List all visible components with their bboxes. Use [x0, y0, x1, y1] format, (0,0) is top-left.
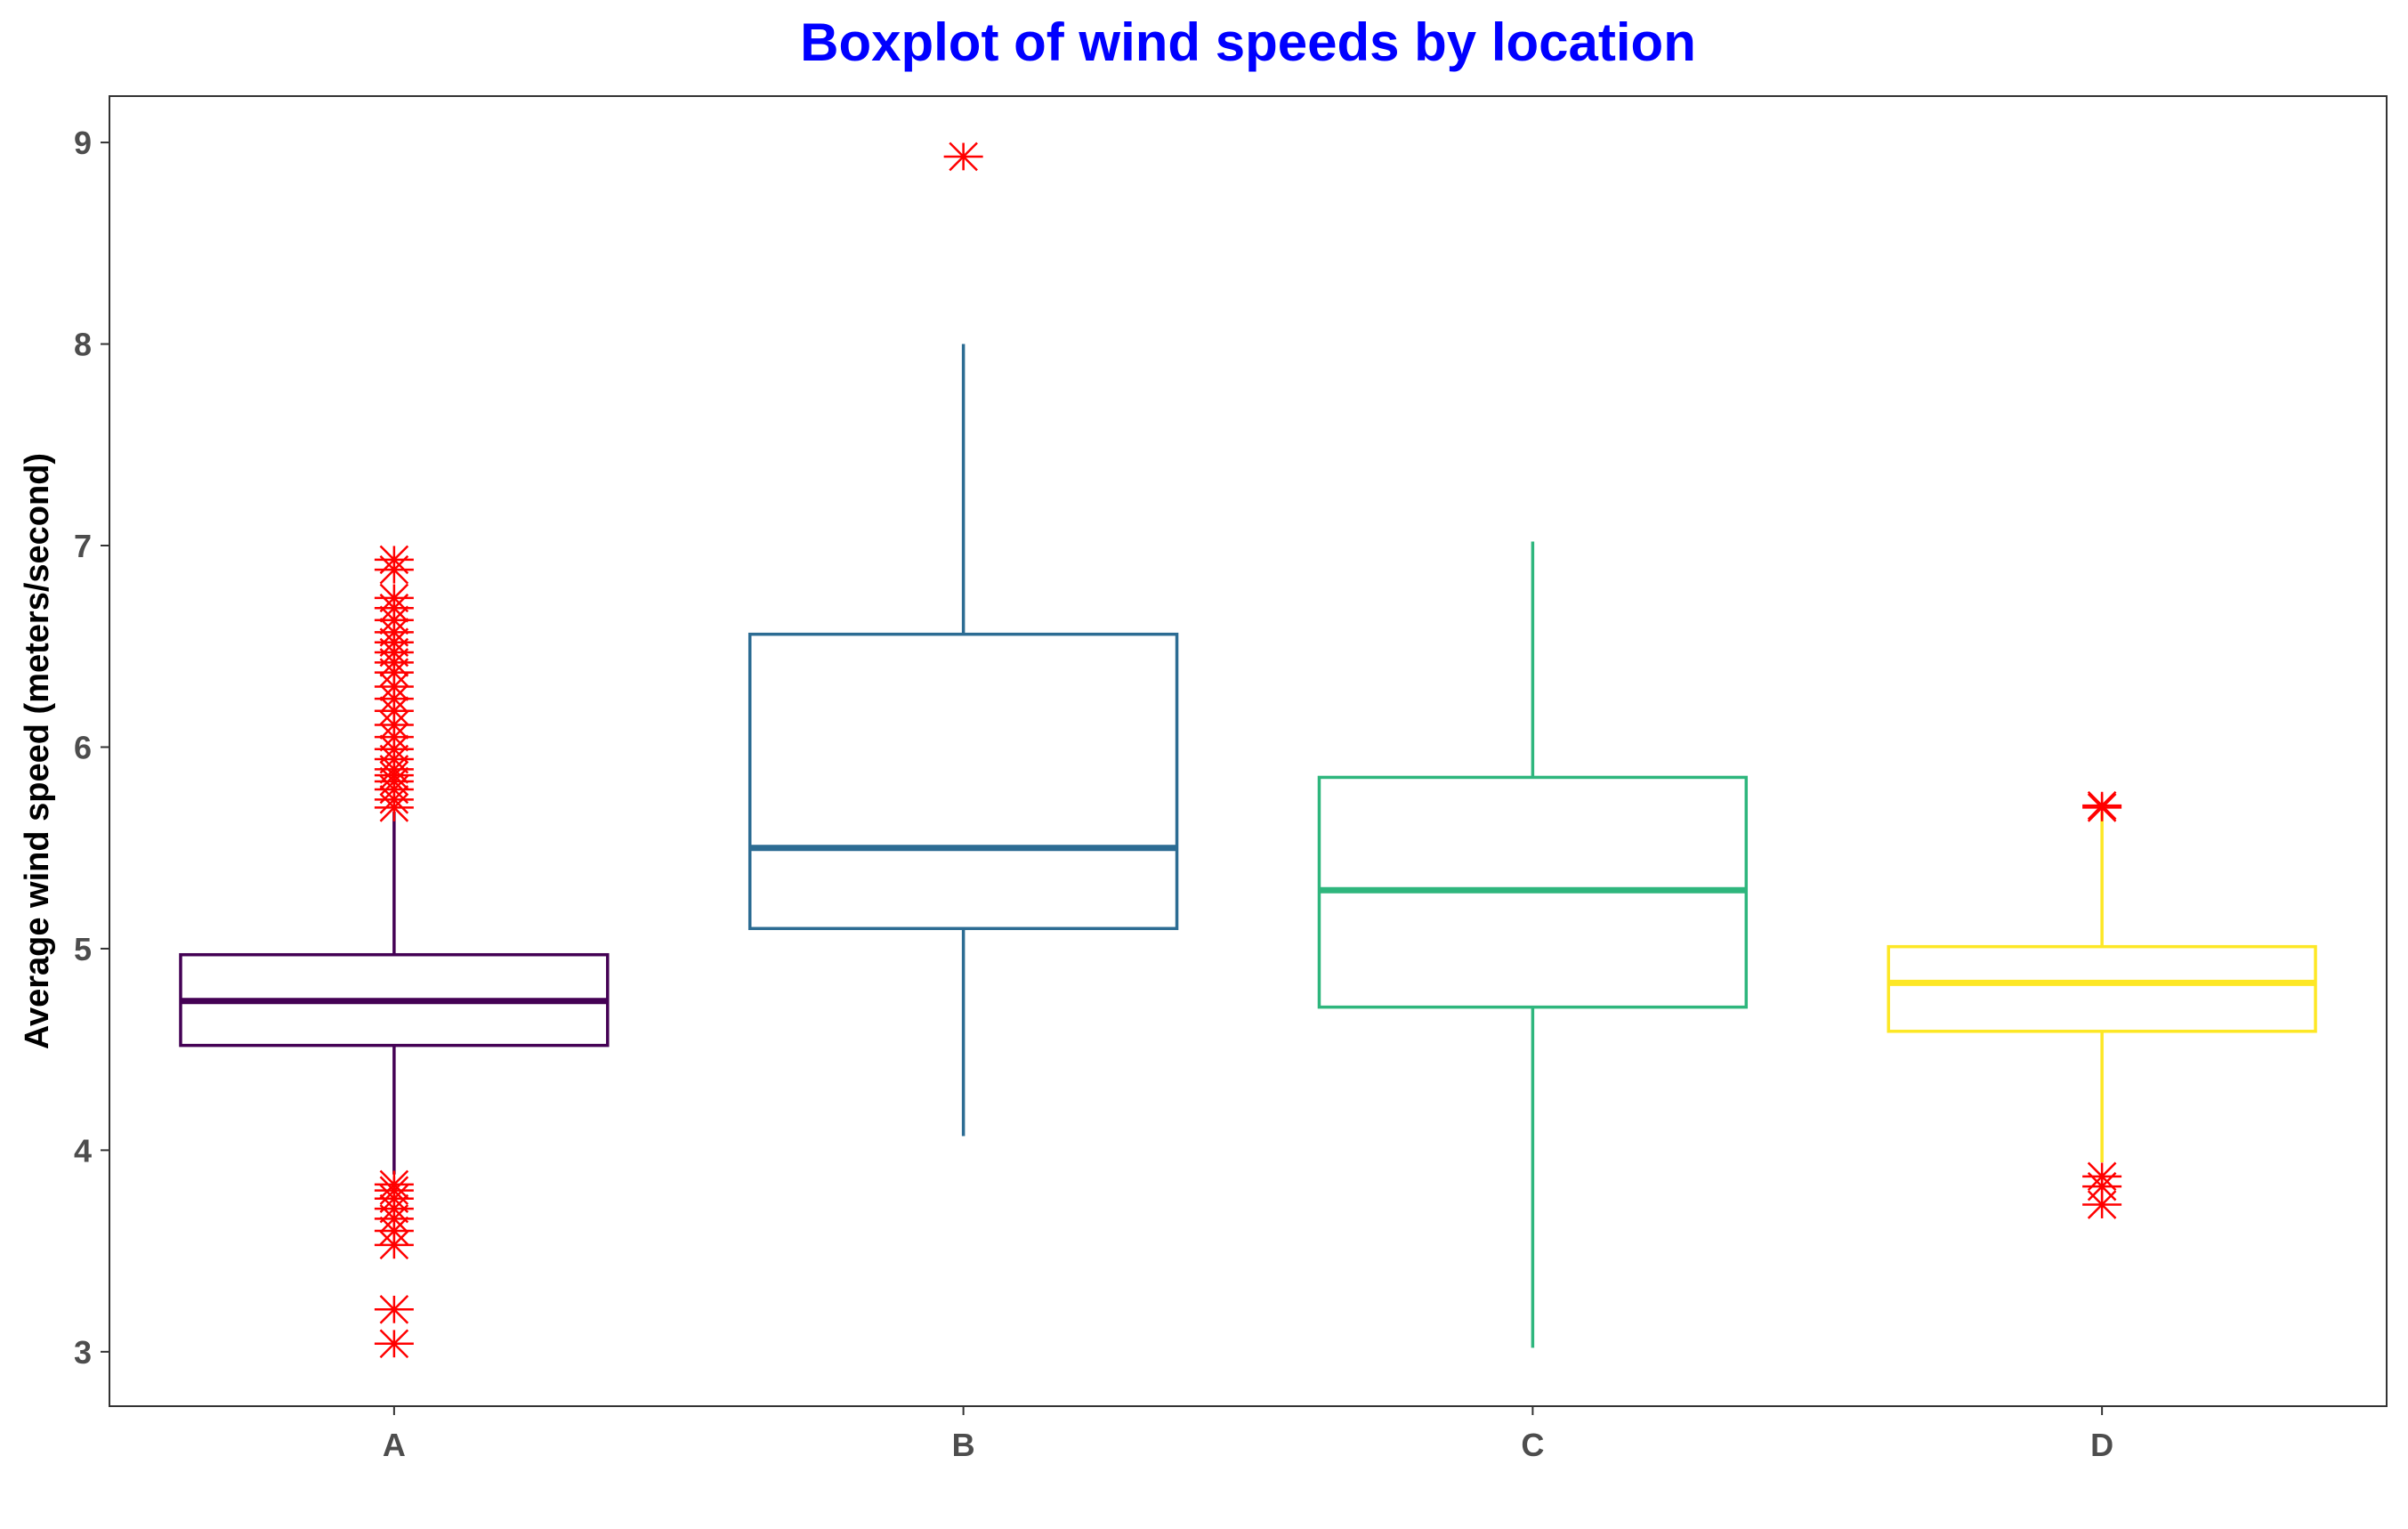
chart-title: Boxplot of wind speeds by location [800, 12, 1696, 72]
box-c [1317, 541, 1749, 1348]
plot-panel-border [109, 95, 2388, 1407]
y-axis-title: Average wind speed (meters/second) [19, 453, 56, 1049]
box-iqr [747, 632, 1179, 931]
boxes-layer [179, 344, 2317, 1348]
outlier-point [374, 1169, 414, 1200]
box-iqr [1887, 944, 2317, 1033]
y-tick-label: 6 [74, 729, 92, 765]
outlier-point [943, 142, 983, 172]
y-tick-label: 7 [74, 528, 92, 564]
outlier-point [374, 1329, 414, 1359]
outliers-layer [374, 142, 2122, 1359]
x-tick-label: B [952, 1427, 975, 1463]
outlier-point [374, 583, 414, 613]
y-tick-label: 5 [74, 931, 92, 967]
y-tick-label: 9 [74, 125, 92, 161]
x-tick-label: C [1521, 1427, 1544, 1463]
outlier-point [2082, 1161, 2122, 1192]
x-tick-label: D [2090, 1427, 2113, 1463]
x-tick-label: A [383, 1427, 406, 1463]
x-axis: A B C D [383, 1406, 2113, 1463]
y-tick-label: 8 [74, 327, 92, 363]
y-tick-label: 3 [74, 1334, 92, 1371]
box-a [179, 811, 610, 1175]
box-b [747, 344, 1179, 1137]
box-d [1887, 811, 2317, 1162]
y-axis: 3 4 5 6 7 8 9 [74, 125, 109, 1371]
y-tick-label: 4 [74, 1132, 92, 1169]
outlier-point [2082, 790, 2122, 821]
outlier-point [374, 545, 414, 575]
outlier-point [374, 1295, 414, 1324]
